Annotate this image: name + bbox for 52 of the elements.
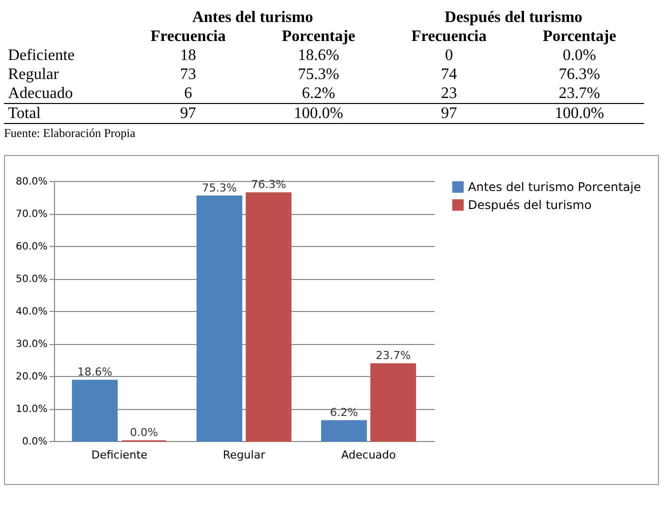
text: 97 (122, 104, 254, 124)
text: 76.3% (558, 65, 602, 84)
text: Porcentaje (280, 27, 356, 46)
text: Total (4, 104, 122, 124)
text: Frecuencia (150, 27, 227, 46)
text: Después del turismo (444, 8, 584, 27)
bar (196, 196, 242, 442)
text: 73 (179, 65, 198, 84)
bar (370, 363, 416, 442)
text: 100.0% (254, 104, 384, 124)
data-label: 76.3% (251, 178, 286, 192)
y-tick-label: 80.0% (16, 176, 48, 188)
text: 97 (383, 104, 515, 124)
text: 18 (179, 46, 198, 65)
bar (321, 420, 367, 442)
text: Antes del turismo (191, 8, 314, 27)
text: 100.0% (514, 104, 644, 124)
text: 18.6% (296, 46, 340, 65)
y-tick-label: 60.0% (16, 242, 48, 252)
legend-label: Antes del turismo Porcentaje (468, 180, 641, 194)
text: Porcentaje (542, 27, 618, 46)
text: Deficiente (7, 46, 76, 65)
text: 6 (183, 84, 194, 104)
data-label: 23.7% (376, 348, 411, 362)
data-label: 0.0% (130, 426, 158, 439)
y-tick-label: 20.0% (16, 372, 48, 382)
source-note: Fuente: Elaboración Propia (4, 126, 136, 141)
legend-label: Después del turismo (468, 198, 592, 212)
x-tick-label: Deficiente (91, 448, 148, 462)
text: 23 (440, 84, 458, 104)
y-tick-label: 50.0% (16, 274, 48, 285)
text: 6.2% (300, 84, 336, 104)
text: Regular (7, 65, 60, 84)
data-label: 18.6% (77, 366, 112, 379)
bar (72, 380, 118, 442)
text: 0 (444, 46, 454, 65)
data-label: 75.3% (202, 181, 237, 194)
y-tick-label: 0.0% (22, 436, 48, 448)
text: 74 (440, 65, 458, 84)
x-tick-label: Adecuado (341, 448, 396, 462)
text: Adecuado (7, 84, 74, 104)
text: 23.7% (558, 84, 602, 104)
y-tick-label: 10.0% (16, 404, 48, 415)
bar (246, 192, 292, 442)
text: 0.0% (562, 46, 598, 65)
text: Frecuencia (410, 27, 488, 46)
x-tick-label: Regular (222, 448, 266, 462)
data-label: 6.2% (330, 406, 358, 419)
y-tick-label: 30.0% (16, 339, 48, 350)
y-tick-label: 70.0% (16, 209, 48, 220)
y-tick-label: 40.0% (16, 306, 48, 318)
text: 75.3% (296, 65, 340, 84)
